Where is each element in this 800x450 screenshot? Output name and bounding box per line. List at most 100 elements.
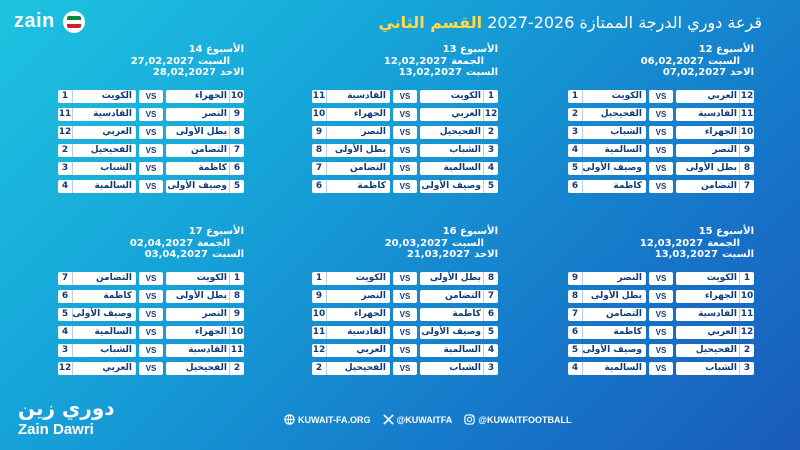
away-team-number: 7 [58, 272, 73, 285]
home-team-number: 11 [229, 344, 244, 357]
home-team-name: كاظمة [452, 309, 481, 319]
away-team-name: التضامن [95, 273, 132, 283]
away-team: 5 وصيف الأولى [58, 308, 136, 321]
home-team: 5 وصيف الأولى [420, 180, 498, 193]
zain-logo: zain [14, 10, 55, 32]
day-label: الجمعة [197, 238, 230, 249]
home-team-number: 2 [483, 126, 498, 139]
away-team-name: الكويت [355, 273, 386, 283]
away-team-number: 5 [568, 162, 583, 175]
vs-badge: VS [393, 180, 417, 193]
away-team-name: الكويت [611, 91, 642, 101]
home-team: 8 بطل الأولى [420, 272, 498, 285]
fixture-row: 9 النصر VS 2 الفحيحيل [312, 126, 498, 139]
home-team: 2 الفحيحيل [166, 362, 244, 375]
away-team: 6 كاظمة [312, 180, 390, 193]
home-team-name: القادسية [698, 309, 737, 319]
home-team-number: 5 [483, 180, 498, 193]
fixture-row: 2 الفحيحيل VS 11 القادسية [568, 108, 754, 121]
away-team-name: الجهراء [353, 309, 386, 319]
home-team-name: الكويت [706, 273, 737, 283]
fixtures-list: 1 الكويت VS 10 الجهراء 11 القادسية VS 9 النصر 12 ال… [58, 90, 244, 198]
away-team-number: 2 [312, 362, 327, 375]
fixture-row: 10 الجهراء VS 6 كاظمة [312, 308, 498, 321]
vs-badge: VS [139, 362, 163, 375]
home-team-name: بطل الأولى [429, 273, 481, 283]
vs-badge: VS [649, 290, 673, 303]
away-team: 11 القادسية [58, 108, 136, 121]
home-team: 6 كاظمة [420, 308, 498, 321]
home-team: 5 وصيف الأولى [166, 180, 244, 193]
away-team-number: 9 [568, 272, 583, 285]
instagram-handle-text: @KUWAITFOOTBALL [478, 414, 572, 425]
website-link[interactable]: KUWAIT-FA.ORG [284, 414, 371, 425]
home-team-number: 1 [483, 90, 498, 103]
home-team: 3 الشباب [420, 362, 498, 375]
globe-icon [284, 414, 295, 425]
home-team: 10 الجهراء [676, 290, 754, 303]
home-team-number: 7 [483, 290, 498, 303]
away-team-name: كاظمة [613, 181, 642, 191]
away-team: 2 الفحيحيل [568, 108, 646, 121]
home-team-number: 8 [483, 272, 498, 285]
week-block: الأسبوع 16 السبت20,03,2027 الاحد21,03,2027… [312, 226, 498, 386]
home-team: 1 الكويت [676, 272, 754, 285]
instagram-link[interactable]: @KUWAITFOOTBALL [464, 414, 572, 425]
vs-badge: VS [139, 126, 163, 139]
home-team-name: التضامن [190, 145, 227, 155]
match-date: الجمعة12,03,2027 [640, 238, 740, 249]
fixture-row: 1 الكويت VS 12 العربي [568, 90, 754, 103]
vs-badge: VS [139, 180, 163, 193]
fixture-row: 6 كاظمة VS 5 وصيف الأولى [312, 180, 498, 193]
away-team-name: النصر [361, 127, 386, 137]
day-label: الاحد [220, 67, 244, 78]
footer-links: KUWAIT-FA.ORG @KUWAITFA @KUWAITFOOTBALL [284, 414, 572, 425]
vs-badge: VS [393, 362, 417, 375]
home-team-number: 3 [483, 362, 498, 375]
home-team-number: 10 [739, 290, 754, 303]
away-team-name: العربي [356, 345, 386, 355]
away-team-number: 11 [312, 90, 327, 103]
away-team-name: السالمية [94, 327, 132, 337]
away-team-name: كاظمة [613, 327, 642, 337]
week-block: الأسبوع 14 السبت27,02,2027 الاحد28,02,2027… [58, 44, 244, 204]
home-team: 10 الجهراء [166, 90, 244, 103]
home-team: 7 التضامن [676, 180, 754, 193]
away-team: 4 السالمية [568, 362, 646, 375]
dawri-logo-arabic: دوري زين [18, 396, 115, 420]
away-team-number: 7 [568, 308, 583, 321]
fixture-row: 7 التضامن VS 4 السالمية [312, 162, 498, 175]
away-team-name: الفحيحيل [344, 363, 386, 373]
home-team-name: العربي [451, 109, 481, 119]
home-team-name: الجهراء [194, 327, 227, 337]
home-team-number: 5 [483, 326, 498, 339]
away-team: 7 التضامن [312, 162, 390, 175]
away-team: 11 القادسية [312, 326, 390, 339]
vs-badge: VS [649, 126, 673, 139]
vs-badge: VS [139, 326, 163, 339]
fixture-row: 11 القادسية VS 1 الكويت [312, 90, 498, 103]
date-value: 02,04,2027 [129, 238, 194, 249]
match-date: السبت03,04,2027 [145, 249, 244, 260]
home-team-number: 2 [229, 362, 244, 375]
away-team-number: 9 [312, 290, 327, 303]
away-team-name: بطل الأولى [334, 145, 386, 155]
vs-badge: VS [139, 308, 163, 321]
fixture-row: 6 كاظمة VS 8 بطل الأولى [58, 290, 244, 303]
match-date: الاحد21,03,2027 [407, 249, 498, 260]
date-value: 12,03,2027 [639, 238, 704, 249]
away-team-name: بطل الأولى [590, 291, 642, 301]
day-label: السبت [707, 56, 740, 67]
vs-badge: VS [139, 290, 163, 303]
vs-badge: VS [393, 126, 417, 139]
day-label: السبت [197, 56, 230, 67]
x-link[interactable]: @KUWAITFA [382, 414, 452, 425]
home-team: 10 الجهراء [166, 326, 244, 339]
vs-badge: VS [393, 144, 417, 157]
fixture-row: 8 بطل الأولى VS 3 الشباب [312, 144, 498, 157]
home-team: 9 النصر [166, 108, 244, 121]
away-team-number: 1 [58, 90, 73, 103]
away-team-number: 10 [312, 108, 327, 121]
home-team: 4 السالمية [420, 162, 498, 175]
fixture-row: 12 العربي VS 2 الفحيحيل [58, 362, 244, 375]
